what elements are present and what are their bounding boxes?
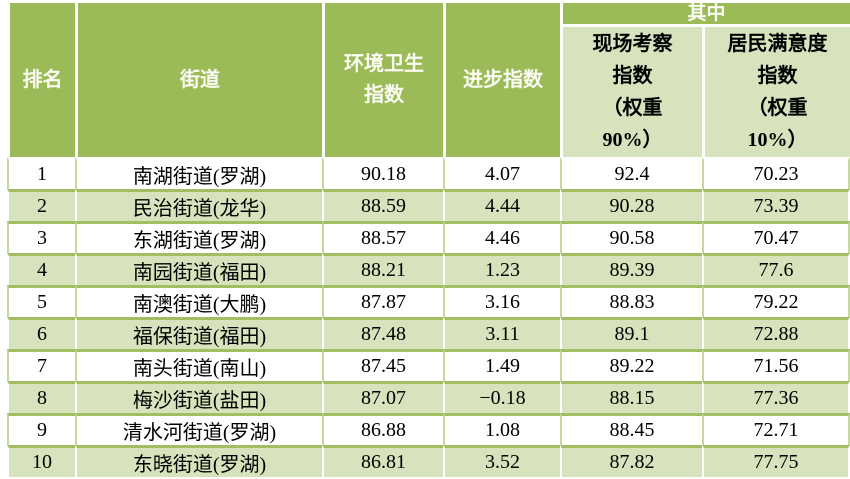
cell-field: 88.83 [560,285,702,317]
cell-street: 南湖街道(罗湖) [75,157,322,189]
table-header: 排名 街道 环境卫生 指数 进步指数 其中 现场考察 指数 （权重 90%） 居… [7,0,850,157]
header-street: 街道 [75,0,322,157]
cell-rank: 5 [7,285,75,317]
cell-rank: 4 [7,253,75,285]
cell-satisfaction: 77.75 [702,445,850,477]
table-body: 1 南湖街道(罗湖) 90.18 4.07 92.4 70.23 2 民治街道(龙华) 88.5… [7,157,850,477]
cell-env: 87.45 [322,349,443,381]
cell-env: 86.81 [322,445,443,477]
cell-env: 88.59 [322,189,443,221]
cell-progress: 3.11 [443,317,560,349]
cell-field: 87.82 [560,445,702,477]
cell-street: 南园街道(福田) [75,253,322,285]
header-resident-satisfaction-index: 居民满意度 指数 （权重 10%） [702,24,850,157]
cell-rank: 2 [7,189,75,221]
table-row: 9 清水河街道(罗湖) 86.88 1.08 88.45 72.71 [7,413,850,445]
cell-rank: 3 [7,221,75,253]
cell-env: 88.21 [322,253,443,285]
cell-field: 88.45 [560,413,702,445]
cell-satisfaction: 70.47 [702,221,850,253]
cell-progress: 3.16 [443,285,560,317]
sanitation-index-table: 排名 街道 环境卫生 指数 进步指数 其中 现场考察 指数 （权重 90%） 居… [7,0,850,477]
header-env-index: 环境卫生 指数 [322,0,443,157]
cell-satisfaction: 72.88 [702,317,850,349]
cell-field: 88.15 [560,381,702,413]
cell-satisfaction: 79.22 [702,285,850,317]
cell-progress: 4.46 [443,221,560,253]
cell-env: 87.07 [322,381,443,413]
table-row: 3 东湖街道(罗湖) 88.57 4.46 90.58 70.47 [7,221,850,253]
header-among: 其中 [560,0,850,24]
table-row: 5 南澳街道(大鹏) 87.87 3.16 88.83 79.22 [7,285,850,317]
cell-progress: −0.18 [443,381,560,413]
cell-field: 90.58 [560,221,702,253]
cell-street: 梅沙街道(盐田) [75,381,322,413]
table-row: 6 福保街道(福田) 87.48 3.11 89.1 72.88 [7,317,850,349]
cell-progress: 4.44 [443,189,560,221]
cell-rank: 10 [7,445,75,477]
cell-progress: 1.23 [443,253,560,285]
cell-street: 清水河街道(罗湖) [75,413,322,445]
cell-street: 福保街道(福田) [75,317,322,349]
cell-rank: 7 [7,349,75,381]
cell-street: 南澳街道(大鹏) [75,285,322,317]
cell-street: 南头街道(南山) [75,349,322,381]
header-rank: 排名 [7,0,75,157]
cell-rank: 9 [7,413,75,445]
cell-rank: 1 [7,157,75,189]
cell-env: 88.57 [322,221,443,253]
cell-field: 89.22 [560,349,702,381]
header-field-inspection-index: 现场考察 指数 （权重 90%） [560,24,702,157]
cell-progress: 1.08 [443,413,560,445]
header-progress-index: 进步指数 [443,0,560,157]
table-row: 7 南头街道(南山) 87.45 1.49 89.22 71.56 [7,349,850,381]
cell-street: 东湖街道(罗湖) [75,221,322,253]
cell-env: 86.88 [322,413,443,445]
cell-field: 89.39 [560,253,702,285]
cell-field: 90.28 [560,189,702,221]
cell-env: 90.18 [322,157,443,189]
table-row: 1 南湖街道(罗湖) 90.18 4.07 92.4 70.23 [7,157,850,189]
cell-rank: 8 [7,381,75,413]
cell-field: 92.4 [560,157,702,189]
table-row: 2 民治街道(龙华) 88.59 4.44 90.28 73.39 [7,189,850,221]
cell-satisfaction: 77.36 [702,381,850,413]
cell-satisfaction: 71.56 [702,349,850,381]
cell-env: 87.87 [322,285,443,317]
cell-street: 民治街道(龙华) [75,189,322,221]
cell-satisfaction: 72.71 [702,413,850,445]
cell-satisfaction: 73.39 [702,189,850,221]
cell-progress: 4.07 [443,157,560,189]
cell-satisfaction: 70.23 [702,157,850,189]
cell-street: 东晓街道(罗湖) [75,445,322,477]
table-row: 4 南园街道(福田) 88.21 1.23 89.39 77.6 [7,253,850,285]
cell-progress: 3.52 [443,445,560,477]
cell-rank: 6 [7,317,75,349]
table-row: 8 梅沙街道(盐田) 87.07 −0.18 88.15 77.36 [7,381,850,413]
cell-progress: 1.49 [443,349,560,381]
cell-field: 89.1 [560,317,702,349]
cell-env: 87.48 [322,317,443,349]
cell-satisfaction: 77.6 [702,253,850,285]
table-row: 10 东晓街道(罗湖) 86.81 3.52 87.82 77.75 [7,445,850,477]
